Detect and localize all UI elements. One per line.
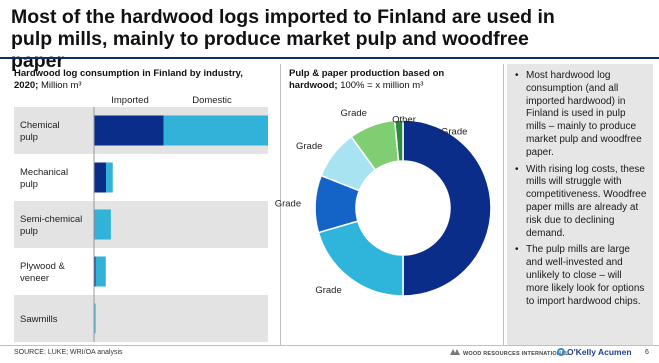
bar-imported [94,115,164,146]
bar-domestic [106,162,113,193]
slice-label: Grade [441,127,467,138]
category-label: pulp [20,226,38,237]
notes-panel: Most hardwood log consumption (and all i… [507,64,653,346]
bar-chart-title-unit: Million m³ [38,80,82,91]
category-label: Mechanical [20,167,68,178]
brand-okelly-text: O'Kelly Acumen [567,347,632,357]
brand-okelly: O'Kelly Acumen [557,347,632,357]
note-item: With rising log costs, these mills will … [515,164,647,241]
bar-chart-title: Hardwood log consumption in Finland by i… [14,68,269,92]
footer-rule [0,345,659,346]
bar-domestic [95,256,106,287]
legend-label: Domestic [192,95,232,106]
page-number: 6 [645,349,649,356]
note-item: The pulp mills are large and well-invest… [515,244,647,308]
brand-wri: WOOD RESOURCES INTERNATIONAL [450,349,569,357]
row-band [14,201,268,248]
title-rule [0,57,659,59]
donut-slice [393,119,404,163]
wri-logo-icon [450,349,460,355]
category-label: pulp [20,132,38,143]
okelly-logo-icon [557,348,565,356]
bar-domestic [163,115,268,146]
divider-left [280,64,281,346]
donut-slice [402,119,492,297]
donut-chart-title-main: Pulp & paper production based on hardwoo… [289,68,445,91]
category-label: pulp [20,179,38,190]
bar-domestic [94,303,96,334]
category-label: veneer [20,273,49,284]
bar-imported [94,256,96,287]
source-note: SOURCE: LUKE; WRI/OA analysis [14,349,123,356]
donut-chart-title-unit: 100% = x million m³ [337,80,424,91]
slice-label: Grade [341,108,367,119]
slice-label: Grade [275,199,301,210]
category-label: Plywood & [20,261,66,272]
divider-right [503,64,504,346]
slice-label: Other [392,115,416,126]
slide-title: Most of the hardwood logs imported to Fi… [11,6,555,72]
bar-chart-title-main: Hardwood log consumption in Finland by i… [14,68,243,91]
bar-domestic [94,209,111,240]
bar-imported [94,162,107,193]
legend-label: Imported [111,95,149,106]
donut-chart-title: Pulp & paper production based on hardwoo… [289,68,479,92]
category-label: Sawmills [20,314,58,325]
category-label: Chemical [20,120,60,131]
notes-list: Most hardwood log consumption (and all i… [515,70,647,308]
row-band [14,295,268,342]
brand-wri-text: WOOD RESOURCES INTERNATIONAL [463,351,569,357]
slice-label: Grade [296,141,322,152]
note-item: Most hardwood log consumption (and all i… [515,70,647,160]
category-label: Semi-chemical [20,214,82,225]
slice-label: Grade [315,285,341,296]
